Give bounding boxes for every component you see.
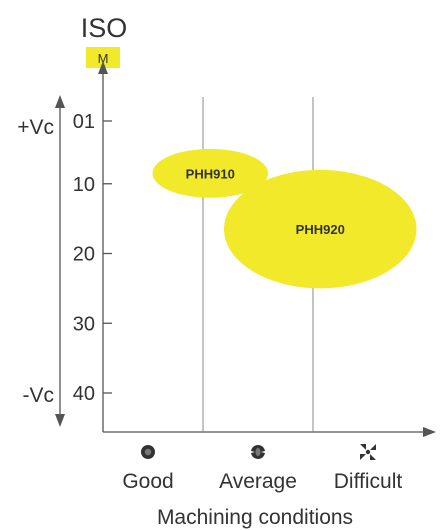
x-category-label: Average xyxy=(219,470,297,493)
x-category-group: Good Average Difficult xyxy=(122,444,402,493)
iso-badge-background xyxy=(86,47,120,68)
vc-arrow-up xyxy=(55,95,65,108)
bubble-phh910 xyxy=(152,148,268,198)
x-axis-title: Machining conditions xyxy=(157,506,353,529)
vc-top-label: +Vc xyxy=(17,116,54,139)
average-condition-icon xyxy=(251,445,265,459)
y-tick-label: 20 xyxy=(73,244,95,266)
x-category-label: Good xyxy=(122,470,173,493)
y-tick-group: 01 10 20 30 40 xyxy=(73,111,112,405)
y-tick-label: 01 xyxy=(73,111,95,133)
bubble-group: PHH910 PHH920 xyxy=(152,148,417,289)
difficult-condition-icon xyxy=(360,444,376,460)
good-condition-icon xyxy=(141,445,155,459)
y-tick-label: 30 xyxy=(73,313,95,335)
iso-badge: M xyxy=(98,51,109,66)
x-axis-arrow xyxy=(423,427,436,437)
bubble-label: PHH910 xyxy=(186,166,235,181)
y-tick-label: 40 xyxy=(73,383,95,405)
y-tick-label: 10 xyxy=(73,174,95,196)
iso-title: ISO xyxy=(81,13,128,43)
bubble-phh920 xyxy=(224,169,417,289)
x-category-label: Difficult xyxy=(334,470,403,493)
vc-bottom-label: -Vc xyxy=(23,384,55,407)
bubble-label: PHH920 xyxy=(296,222,345,237)
vc-arrow-down xyxy=(55,414,65,427)
y-axis-arrow xyxy=(98,61,108,74)
